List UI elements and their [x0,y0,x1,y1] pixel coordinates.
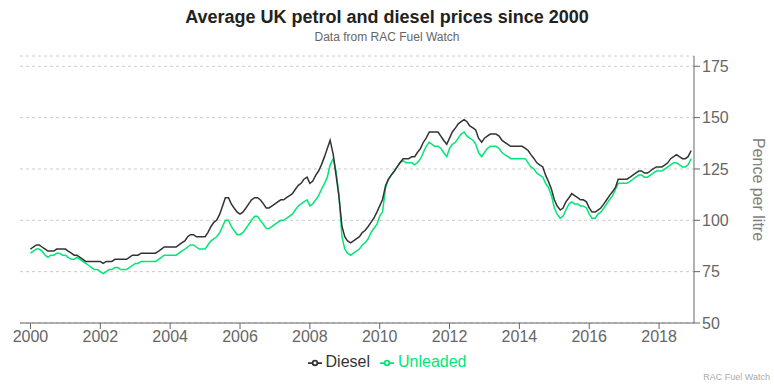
html-text:Average UK petrol and diesel p: Average UK petrol and diesel prices sinc… [185,7,589,27]
svg-text:2012: 2012 [432,328,468,345]
svg-text:2006: 2006 [222,328,258,345]
html-text:Data from RAC Fuel Watch: Data from RAC Fuel Watch [314,30,460,44]
svg-text:2010: 2010 [362,328,398,345]
svg-text:50: 50 [702,315,720,332]
svg-text:Pence per litre: Pence per litre [750,138,766,241]
svg-text:2004: 2004 [152,328,188,345]
html-text:Diesel: Diesel [325,353,370,370]
html-text:RAC Fuel Watch: RAC Fuel Watch [703,372,770,382]
svg-text:2002: 2002 [83,328,119,345]
svg-text:100: 100 [702,212,729,229]
svg-text:2016: 2016 [571,328,607,345]
svg-text:2014: 2014 [502,328,538,345]
svg-text:125: 125 [702,161,729,178]
html-text:Unleaded: Unleaded [398,353,467,370]
svg-text:175: 175 [702,58,729,75]
svg-text:75: 75 [702,263,720,280]
svg-text:2000: 2000 [13,328,49,345]
svg-text:2008: 2008 [292,328,328,345]
svg-text:2018: 2018 [641,328,677,345]
svg-text:150: 150 [702,109,729,126]
